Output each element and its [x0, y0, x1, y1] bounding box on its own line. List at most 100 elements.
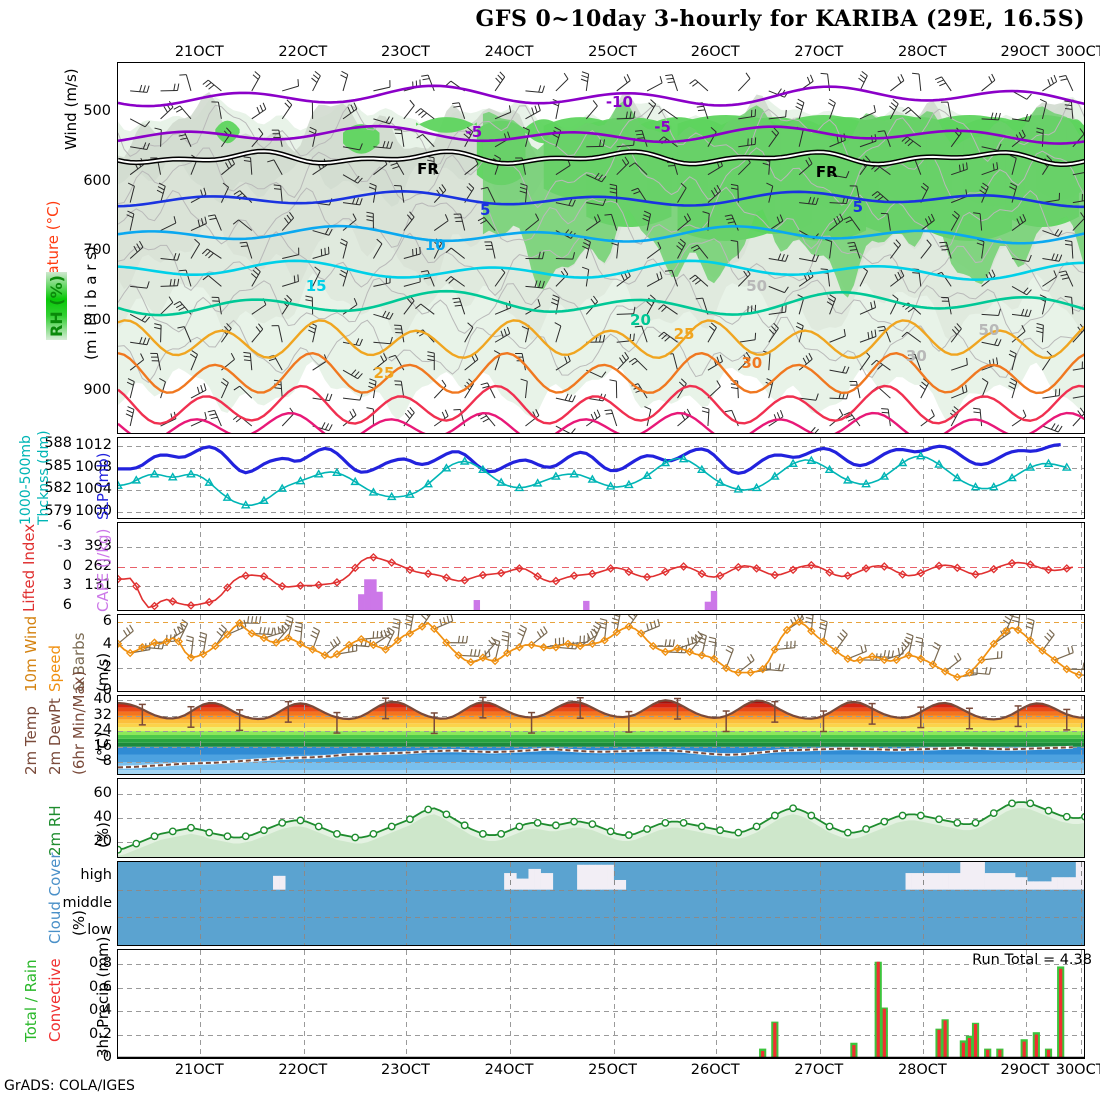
x-tick-label: 26OCT	[690, 1062, 740, 1078]
axis-title: Cloud Cover	[46, 852, 64, 944]
x-tick-label: 30OCT	[1055, 44, 1100, 60]
y-tick-label: 0.4	[88, 1002, 112, 1019]
contour-label: 5	[480, 200, 491, 219]
y-tick-label: 3	[62, 577, 72, 594]
x-tick-label: 24OCT	[484, 44, 534, 60]
contour-label: 25	[673, 325, 695, 344]
axis-title: Total / Rain	[22, 959, 40, 1042]
x-tick-label: 28OCT	[897, 44, 947, 60]
y-tick-label: 582	[44, 480, 72, 497]
x-axis-bottom: 21OCT 22OCT 23OCT 24OCT 25OCT 26OCT 27OCT 28OCT…	[117, 1062, 1100, 1080]
y-tick-label: 0.2	[88, 1025, 112, 1042]
y-tick-label: 0	[62, 557, 72, 574]
axis-title: CAPE (J/kg)	[94, 528, 112, 612]
y-tick-label: 500	[83, 102, 111, 119]
y-tick-label: 588	[44, 435, 72, 452]
x-tick-label: 23OCT	[381, 1062, 430, 1078]
cloud-row-label: low	[87, 922, 112, 939]
temp-dewpoint-panel[interactable]	[117, 695, 1085, 775]
y-tick-label: -3	[57, 537, 72, 554]
y-tick-label: 0	[102, 682, 112, 698]
cloud-row-label: high	[80, 866, 112, 883]
run-total-label: Run Total = 4.38	[972, 952, 1092, 968]
y-tick-label: 900	[83, 382, 111, 399]
axis-title: 2m Temp	[22, 706, 40, 775]
axis-title: Speed	[46, 644, 64, 692]
contour-label: -10	[605, 93, 633, 112]
x-axis-top: 21OCT 22OCT 23OCT 24OCT 25OCT 26OCT 27OCT 28OCT…	[117, 44, 1100, 62]
footer-credit: GrADS: COLA/IGES	[4, 1078, 135, 1094]
y-tick-label: 1008	[75, 459, 112, 476]
axis-title: 10m Wind	[22, 615, 40, 692]
axis-title: SLP (mb)	[94, 452, 112, 520]
y-tick-label: 1004	[75, 481, 112, 498]
y-tick-label: 585	[44, 457, 72, 474]
upper-air-cross-section[interactable]	[117, 62, 1085, 434]
y-tick-label: 20	[93, 833, 112, 850]
wind-speed-barbs-panel[interactable]	[117, 614, 1085, 692]
y-tick-label: 600	[83, 172, 111, 189]
cloud-row-label: middle	[62, 894, 112, 911]
y-tick-label: 1012	[75, 437, 112, 454]
y-tick-label: 60	[93, 784, 112, 801]
y-tick-label: 6	[102, 612, 112, 629]
axis-title: Convective	[46, 958, 64, 1042]
x-tick-label: 23OCT	[381, 44, 430, 60]
axis-title: (%)	[94, 822, 112, 848]
y-tick-label: 24	[93, 722, 112, 739]
x-tick-label: 22OCT	[278, 1062, 328, 1078]
slp-thickness-panel[interactable]	[117, 437, 1085, 519]
cape-lifted-index-panel[interactable]	[117, 522, 1085, 611]
y-tick-label: 0.8	[88, 955, 112, 972]
y-tick-label: 393	[84, 537, 112, 554]
axis-title: 3hr Precip (mm)	[94, 936, 112, 1058]
y-tick-label: 700	[83, 242, 111, 259]
page-title: GFS 0~10day 3-hourly for KARIBA (29E, 16…	[475, 6, 1085, 32]
contour-label: -5	[654, 117, 671, 136]
contour-label: 5	[852, 198, 864, 217]
y-tick-label: 16	[93, 737, 112, 754]
precipitation-panel[interactable]	[117, 949, 1085, 1059]
y-tick-label: 1000	[75, 503, 112, 520]
x-tick-label: 27OCT	[794, 1062, 844, 1078]
y-tick-label: 6	[62, 597, 72, 614]
contour-label: -5	[465, 123, 483, 142]
y-tick-label: 2	[102, 658, 112, 675]
contour-label: 15	[305, 276, 327, 295]
x-tick-label: 24OCT	[484, 1062, 534, 1078]
x-tick-label: 25OCT	[588, 1062, 638, 1078]
axis-title: Temperature (°C)	[44, 200, 62, 330]
y-tick-label: 262	[84, 557, 112, 574]
axis-title: (6hr Min/Max)	[70, 670, 88, 775]
rh-2m-panel[interactable]	[117, 778, 1085, 858]
axis-title: Wind (m/s)	[62, 68, 80, 150]
x-tick-label: 21OCT	[174, 44, 224, 60]
contour-label: FR	[417, 160, 439, 179]
contour-label: 30	[741, 354, 763, 373]
x-tick-label: 29OCT	[1000, 1062, 1050, 1078]
x-tick-label: 27OCT	[794, 44, 844, 60]
y-tick-label: 0.6	[88, 978, 112, 995]
y-tick-label: 579	[44, 502, 72, 519]
axis-title: (%)	[70, 910, 88, 936]
x-tick-label: 25OCT	[588, 44, 638, 60]
x-tick-label: 29OCT	[1000, 44, 1050, 60]
x-tick-label: 21OCT	[174, 1062, 224, 1078]
axis-title: (°C)	[94, 732, 112, 762]
y-tick-label: -6	[57, 517, 72, 534]
axis-title: Lifted Index	[20, 523, 38, 612]
y-tick-label: 40	[93, 690, 112, 707]
axis-title: & Barbs	[70, 632, 88, 692]
contour-label: FR	[815, 162, 838, 181]
contour-label: 10	[424, 235, 446, 254]
x-tick-label: 22OCT	[278, 44, 328, 60]
axis-title: (m/s)	[94, 652, 112, 692]
y-tick-label: 800	[83, 312, 111, 329]
x-tick-label: 30OCT	[1055, 1062, 1100, 1078]
y-tick-label: 40	[93, 809, 112, 825]
cloud-cover-panel[interactable]	[117, 861, 1085, 946]
x-tick-label: 28OCT	[897, 1062, 947, 1078]
contour-label: 30	[905, 346, 927, 365]
contour-label: 50	[746, 276, 768, 295]
y-tick-label: 4	[102, 635, 112, 652]
